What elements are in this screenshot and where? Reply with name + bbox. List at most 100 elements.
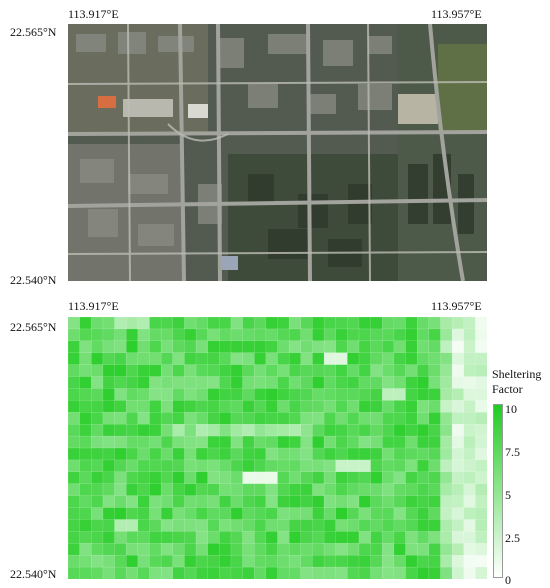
heatmap-cell [91,566,104,579]
heatmap-cell [137,352,150,366]
heatmap-cell [207,328,220,342]
heatmap-cell [440,531,453,544]
heatmap-cell [265,412,279,425]
heatmap-cell [405,447,418,461]
heatmap-cell [451,352,465,366]
heatmap-cell [102,423,116,437]
heatmap-cell [451,317,465,330]
heatmap-cell [475,317,487,330]
heatmap-cell [475,423,487,437]
heatmap-cell [463,340,476,354]
heatmap-cell [358,483,372,497]
heatmap-cell [114,317,127,330]
heatmap-cell [114,376,127,389]
heatmap-cell [405,495,418,509]
heatmap-cell [195,531,209,544]
heatmap-cell [265,447,279,461]
heatmap-cell [207,447,220,461]
heatmap-cell [323,317,337,330]
heatmap-cell [102,317,116,330]
heatmap-cell [451,459,465,473]
heatmap-cell [463,388,476,401]
heatmap-cell [416,459,430,473]
heatmap-cell [451,531,465,544]
heatmap-cell [219,459,232,473]
heatmap-cell [79,519,92,532]
heatmap-cell [195,519,209,532]
heatmap-cell [265,352,279,366]
heatmap-cell [79,507,92,520]
heatmap-cell [358,543,372,556]
heatmap-cell [288,447,302,461]
heatmap-cell [475,554,487,568]
heatmap-cell [172,459,185,473]
heatmap-cell [382,388,395,401]
heatmap-cell [463,447,476,461]
heatmap-cell [440,352,453,366]
heatmap-cell [137,471,150,485]
heatmap-cell [68,352,81,366]
heatmap-cell [184,340,197,354]
heatmap-cell [393,328,407,342]
heatmap-cell [160,543,174,556]
heatmap-cell [277,483,290,497]
heatmap-cell [102,519,116,532]
heatmap-cell [440,412,453,425]
heatmap-cell [114,459,127,473]
heatmap-cell [195,471,209,485]
heatmap-cell [370,435,383,449]
heatmap-cell [68,400,81,413]
heatmap-cell [160,412,174,425]
heatmap-cell [195,566,209,579]
heatmap-cell [219,554,232,568]
heatmap-cell [102,566,116,579]
heatmap-cell [347,543,360,556]
heatmap-cell [254,566,267,579]
heatmap-cell [323,447,337,461]
heatmap-cell [265,459,279,473]
heatmap-cell [347,507,360,520]
heatmap-cell [277,400,290,413]
heatmap-cell [265,400,279,413]
top-lat-top-label: 22.565°N [10,25,57,39]
bottom-lon-right-label: 113.957°E [431,299,482,313]
heatmap-cell [416,317,430,330]
heatmap-cell [207,471,220,485]
heatmap-cell [242,554,255,568]
heatmap-cell [288,423,302,437]
heatmap-cell [300,531,313,544]
heatmap-cell [207,352,220,366]
heatmap-cell [288,364,302,378]
heatmap-cell [347,531,360,544]
heatmap-cell [475,495,487,509]
heatmap-cell [68,459,81,473]
heatmap-cell [160,519,174,532]
heatmap-cell [265,364,279,378]
heatmap-cell [195,543,209,556]
heatmap-cell [382,435,395,449]
heatmap-cell [382,483,395,497]
heatmap-cell [347,495,360,509]
heatmap-cell [382,554,395,568]
heatmap-cell [347,447,360,461]
heatmap-cell [463,435,476,449]
heatmap-cell [428,352,441,366]
heatmap-cell [323,543,337,556]
heatmap-cell [288,328,302,342]
heatmap-cell [440,400,453,413]
heatmap-cell [102,388,116,401]
heatmap-cell [405,519,418,532]
heatmap-cell [137,435,150,449]
heatmap-cell [172,447,185,461]
heatmap-cell [358,519,372,532]
heatmap-cell [451,507,465,520]
heatmap-cell [358,340,372,354]
heatmap-cell [79,447,92,461]
heatmap-cell [125,317,139,330]
heatmap-cell [370,566,383,579]
heatmap-cell [68,554,81,568]
heatmap-cell [137,507,150,520]
heatmap-cell [184,554,197,568]
heatmap-cell [149,400,162,413]
heatmap-cell [114,554,127,568]
